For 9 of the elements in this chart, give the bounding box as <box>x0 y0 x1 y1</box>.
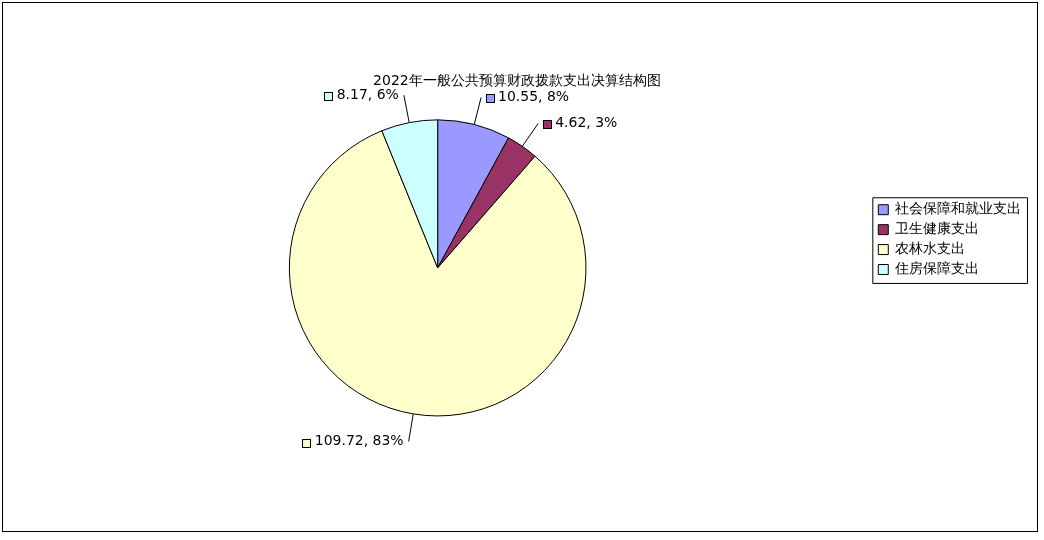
legend-label: 卫生健康支出 <box>895 220 980 237</box>
data-label: 109.72, 83% <box>314 432 404 449</box>
data-label: 4.62, 3% <box>555 114 618 131</box>
legend-label: 住房保障支出 <box>894 260 980 277</box>
data-label: 10.55, 8% <box>498 88 570 105</box>
chart-title: 2022年一般公共预算财政拨款支出决算结构图 <box>373 71 661 88</box>
data-label: 8.17, 6% <box>336 85 399 102</box>
legend-label: 社会保障和就业支出 <box>895 200 1022 217</box>
legend-label: 农林水支出 <box>895 240 966 257</box>
